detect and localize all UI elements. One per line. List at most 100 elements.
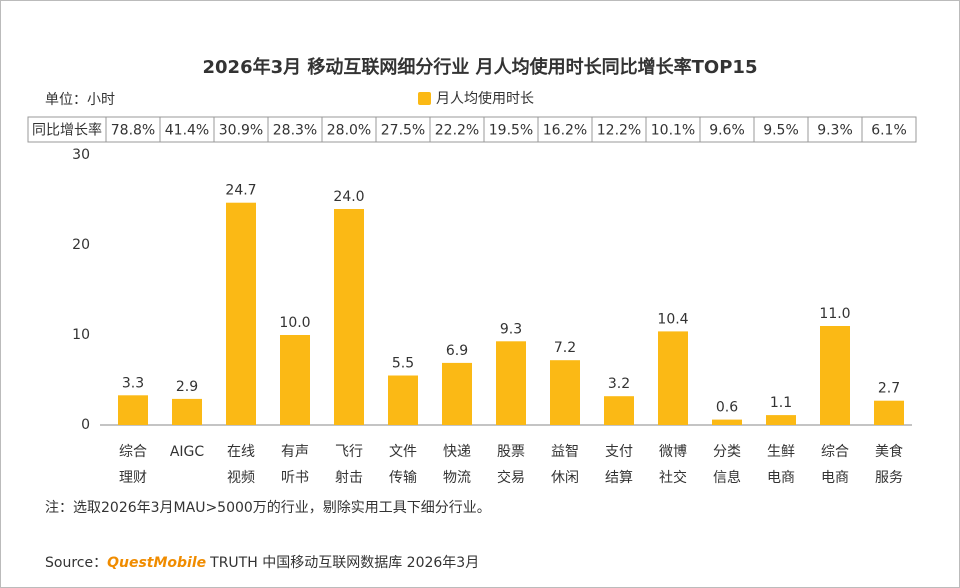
growth-label: 19.5% xyxy=(489,123,533,139)
x-tick-label: 信息 xyxy=(713,469,741,486)
value-label: 2.7 xyxy=(878,381,900,397)
x-tick-label: 社交 xyxy=(659,469,687,486)
bar xyxy=(658,331,688,425)
table-cell xyxy=(645,116,701,143)
x-tick-label: 飞行 xyxy=(335,444,363,460)
table-cell xyxy=(429,116,485,143)
table-cell xyxy=(375,116,431,143)
bar xyxy=(172,398,202,425)
growth-label: 16.2% xyxy=(543,123,587,139)
table-cell xyxy=(105,116,161,143)
growth-label: 28.3% xyxy=(273,123,317,139)
value-label: 9.3 xyxy=(500,321,522,337)
value-label: 5.5 xyxy=(392,356,414,372)
table-cell xyxy=(807,116,863,143)
x-tick-label: 股票 xyxy=(497,444,525,460)
value-label: 6.9 xyxy=(446,343,468,359)
bar xyxy=(874,400,904,425)
table-cell xyxy=(321,116,377,143)
bar xyxy=(226,202,256,425)
x-tick-label: 综合 xyxy=(119,444,147,460)
value-label: 3.3 xyxy=(122,375,144,391)
x-tick-label: AIGC xyxy=(170,444,205,460)
value-label: 3.2 xyxy=(608,376,630,392)
x-tick-label: 交易 xyxy=(497,469,525,486)
bar xyxy=(550,360,580,425)
table-cell xyxy=(267,116,323,143)
x-tick-label: 射击 xyxy=(335,470,363,486)
x-tick-label: 服务 xyxy=(875,470,903,486)
x-tick-label: 美食 xyxy=(875,443,903,460)
x-tick-label: 有声 xyxy=(281,444,309,460)
growth-label: 22.2% xyxy=(435,123,479,139)
table-cell xyxy=(699,116,755,143)
table-cell xyxy=(483,116,539,143)
x-tick-label: 传输 xyxy=(389,470,417,486)
bar xyxy=(280,335,310,425)
x-tick-label: 理财 xyxy=(119,470,147,486)
table-header-cell xyxy=(27,116,107,143)
legend-swatch xyxy=(418,92,431,105)
unit-label: 单位：小时 xyxy=(45,92,115,108)
x-tick-label: 益智 xyxy=(551,444,579,460)
x-tick-label: 听书 xyxy=(281,470,309,486)
x-tick-label: 支付 xyxy=(605,444,633,460)
bar xyxy=(118,395,148,425)
legend-label: 月人均使用时长 xyxy=(436,90,534,107)
value-label: 7.2 xyxy=(554,340,576,356)
table-cell xyxy=(591,116,647,143)
growth-label: 10.1% xyxy=(651,123,695,139)
x-tick-label: 物流 xyxy=(443,470,471,486)
value-label: 10.0 xyxy=(279,315,310,331)
growth-label: 78.8% xyxy=(111,123,155,139)
bar xyxy=(442,362,472,425)
value-label: 11.0 xyxy=(819,306,850,322)
bar xyxy=(334,209,364,425)
x-tick-label: 综合 xyxy=(821,444,849,460)
x-tick-label: 电商 xyxy=(821,470,849,486)
value-label: 0.6 xyxy=(716,400,738,416)
growth-label: 27.5% xyxy=(381,123,425,139)
growth-label: 41.4% xyxy=(165,123,209,139)
bar xyxy=(820,326,850,425)
bar xyxy=(388,375,418,425)
value-label: 2.9 xyxy=(176,379,198,395)
y-tick-label: 0 xyxy=(81,417,90,433)
table-cell xyxy=(861,116,917,143)
growth-label: 9.6% xyxy=(709,123,745,139)
growth-label: 9.3% xyxy=(817,123,853,139)
chart-title: 2026年3月 移动互联网细分行业 月人均使用时长同比增长率TOP15 xyxy=(203,56,758,78)
x-tick-label: 分类 xyxy=(713,444,741,460)
x-tick-label: 在线 xyxy=(227,444,255,460)
value-label: 1.1 xyxy=(770,395,792,411)
x-tick-label: 休闲 xyxy=(551,470,579,486)
value-label: 10.4 xyxy=(657,311,688,327)
x-tick-label: 微博 xyxy=(659,443,687,460)
x-tick-label: 生鲜 xyxy=(767,444,795,460)
x-tick-label: 结算 xyxy=(605,470,633,486)
y-tick-label: 30 xyxy=(72,147,90,163)
y-tick-label: 20 xyxy=(72,237,90,253)
growth-label: 12.2% xyxy=(597,123,641,139)
table-header: 同比增长率 xyxy=(32,122,102,139)
table-cell xyxy=(213,116,269,143)
source: Source：QuestMobile TRUTH 中国移动互联网数据库 2026年… xyxy=(45,555,479,571)
value-label: 24.7 xyxy=(225,183,256,199)
value-label: 24.0 xyxy=(333,189,364,205)
y-tick-label: 10 xyxy=(72,327,90,343)
bar xyxy=(496,341,526,425)
growth-label: 30.9% xyxy=(219,123,263,139)
growth-label: 28.0% xyxy=(327,123,371,139)
bar xyxy=(712,419,742,425)
x-tick-label: 快递 xyxy=(443,444,471,460)
growth-label: 9.5% xyxy=(763,123,799,139)
x-tick-label: 文件 xyxy=(389,444,417,460)
x-tick-label: 电商 xyxy=(767,470,795,486)
note: 注：选取2026年3月MAU>5000万的行业，剔除实用工具下细分行业。 xyxy=(45,500,491,516)
bar xyxy=(604,396,634,425)
bar xyxy=(766,415,796,425)
x-tick-label: 视频 xyxy=(227,470,255,486)
growth-label: 6.1% xyxy=(871,123,907,139)
